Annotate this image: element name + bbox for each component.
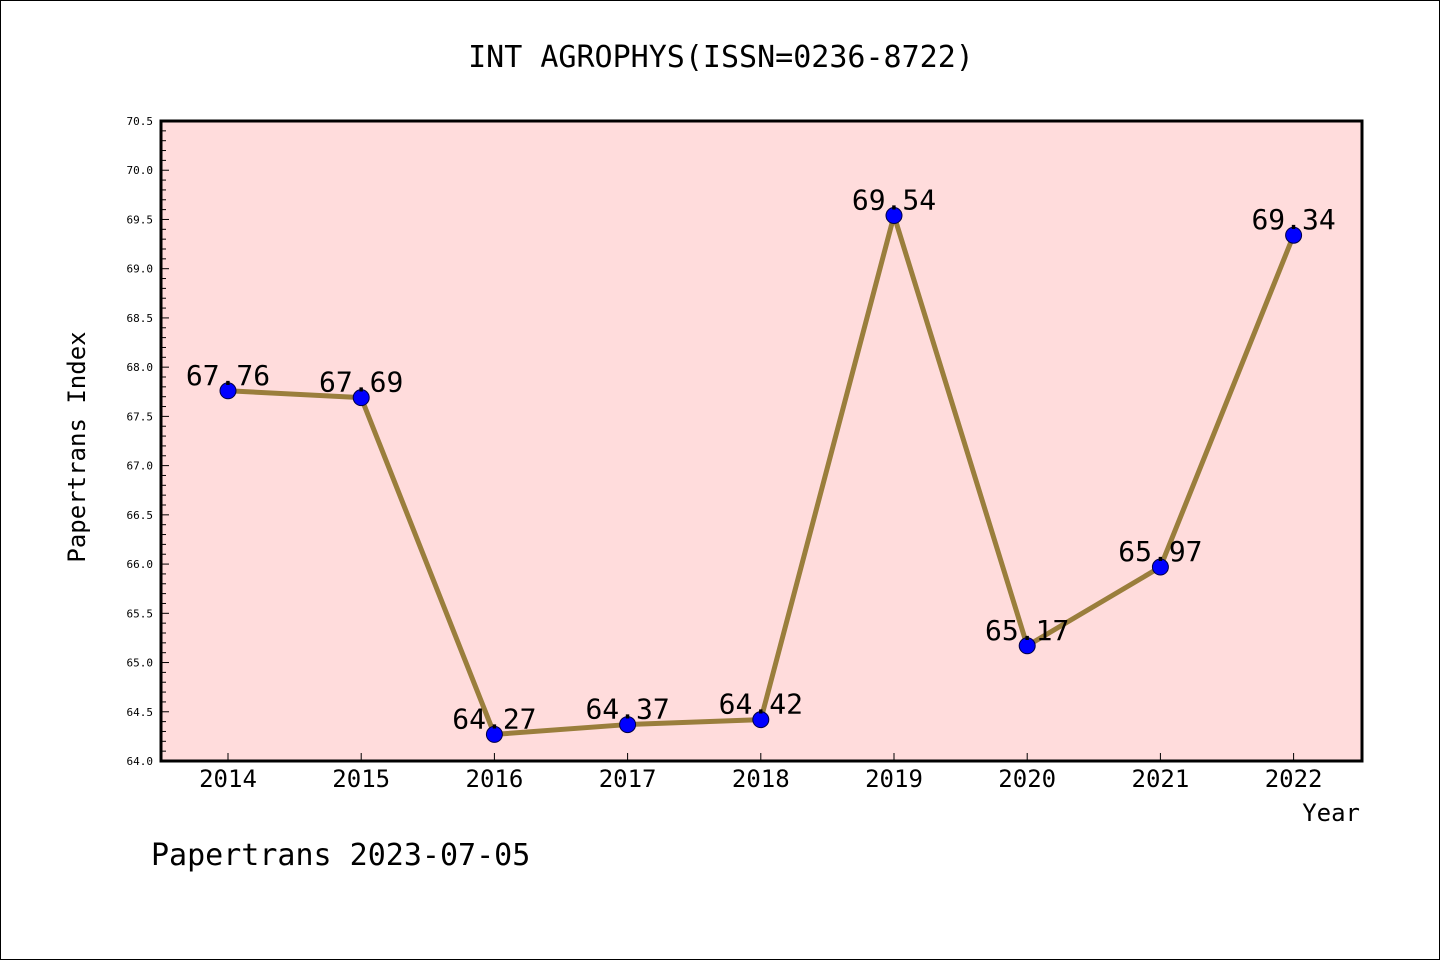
data-label: 69.54 xyxy=(852,184,936,217)
data-point xyxy=(1285,226,1303,244)
x-axis-label: Year xyxy=(1302,799,1360,827)
y-tick-label: 65.0 xyxy=(127,657,154,670)
x-tick-label: 2022 xyxy=(1265,765,1323,793)
x-tick-label: 2019 xyxy=(865,765,923,793)
y-tick-label: 68.5 xyxy=(127,312,154,325)
data-point xyxy=(619,716,637,734)
data-point xyxy=(219,382,237,400)
footer-credit: Papertrans 2023-07-05 xyxy=(151,838,530,873)
series-layer: 67.76 67.69 64.27 64.37 64.42 69.54 65.17 65.97… xyxy=(186,184,1336,743)
x-tick-label: 2020 xyxy=(998,765,1056,793)
x-axis: 2014 2015 2016 2017 2018 2019 2020 2021 2022 xyxy=(199,753,1322,793)
data-label: 64.27 xyxy=(452,702,536,735)
x-tick-label: 2016 xyxy=(466,765,524,793)
data-label: 69.34 xyxy=(1251,203,1335,236)
data-label: 67.76 xyxy=(186,359,270,392)
data-label: 64.37 xyxy=(585,693,669,726)
data-label: 67.69 xyxy=(319,366,403,399)
y-tick-label: 64.5 xyxy=(127,706,154,719)
y-axis-label: Papertrans Index xyxy=(63,331,91,562)
data-point xyxy=(885,207,903,225)
data-label: 64.42 xyxy=(719,688,803,721)
data-point xyxy=(1151,558,1169,576)
x-tick-label: 2017 xyxy=(599,765,657,793)
data-point xyxy=(752,711,770,729)
x-tick-label: 2021 xyxy=(1132,765,1190,793)
data-point xyxy=(352,389,370,407)
y-tick-label: 66.5 xyxy=(127,509,154,522)
x-tick-label: 2014 xyxy=(199,765,257,793)
y-tick-label: 67.5 xyxy=(127,410,154,423)
y-tick-label: 70.0 xyxy=(127,164,154,177)
y-tick-label: 69.0 xyxy=(127,263,154,276)
data-label: 65.97 xyxy=(1118,535,1202,568)
y-axis: 64.0 64.5 65.0 65.5 66.0 66.5 67.0 67.5 68.0 68.5… xyxy=(127,115,169,768)
y-tick-label: 64.0 xyxy=(127,755,154,768)
y-tick-label: 65.5 xyxy=(127,607,154,620)
y-tick-label: 69.5 xyxy=(127,213,154,226)
chart-title: INT AGROPHYS(ISSN=0236-8722) xyxy=(468,40,974,75)
data-point xyxy=(485,725,503,743)
y-tick-label: 68.0 xyxy=(127,361,154,374)
y-tick-label: 70.5 xyxy=(127,115,154,128)
x-tick-label: 2018 xyxy=(732,765,790,793)
y-tick-label: 67.0 xyxy=(127,460,154,473)
plot-area xyxy=(159,119,1364,763)
y-tick-label: 66.0 xyxy=(127,558,154,571)
data-point xyxy=(1018,637,1036,655)
x-tick-label: 2015 xyxy=(332,765,390,793)
data-label: 65.17 xyxy=(985,614,1069,647)
